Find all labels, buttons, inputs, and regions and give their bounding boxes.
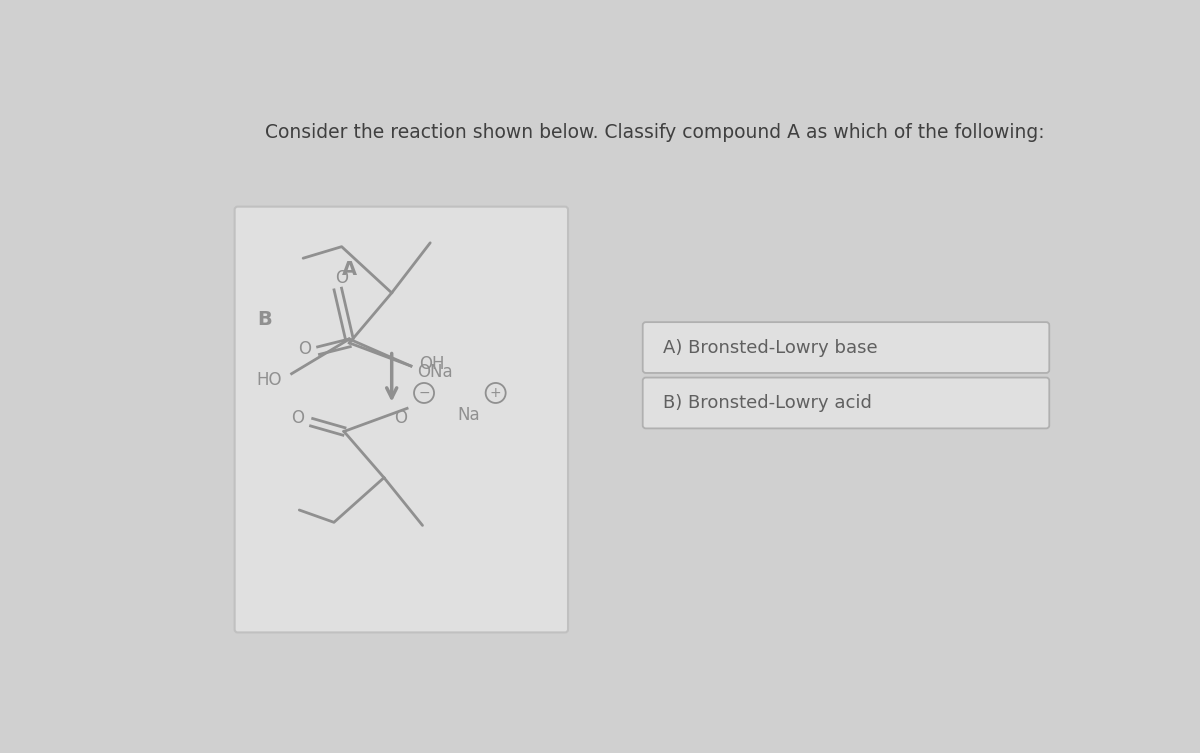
Text: HO: HO	[257, 371, 282, 389]
Text: −: −	[419, 386, 430, 400]
Text: O: O	[395, 409, 408, 427]
FancyBboxPatch shape	[643, 377, 1049, 428]
Text: O: O	[298, 340, 311, 358]
FancyBboxPatch shape	[643, 322, 1049, 373]
Text: B) Bronsted-Lowry acid: B) Bronsted-Lowry acid	[662, 394, 871, 412]
Text: Na: Na	[457, 406, 480, 423]
Text: +: +	[490, 386, 502, 400]
Text: O: O	[292, 409, 305, 427]
Text: Consider the reaction shown below. Classify compound A as which of the following: Consider the reaction shown below. Class…	[265, 123, 1044, 142]
Text: OH: OH	[419, 355, 444, 373]
Text: B: B	[257, 310, 272, 329]
FancyBboxPatch shape	[235, 206, 568, 633]
Text: O: O	[335, 270, 348, 287]
Text: A) Bronsted-Lowry base: A) Bronsted-Lowry base	[662, 339, 877, 356]
Text: ONa: ONa	[418, 363, 452, 381]
Text: A: A	[342, 261, 356, 279]
